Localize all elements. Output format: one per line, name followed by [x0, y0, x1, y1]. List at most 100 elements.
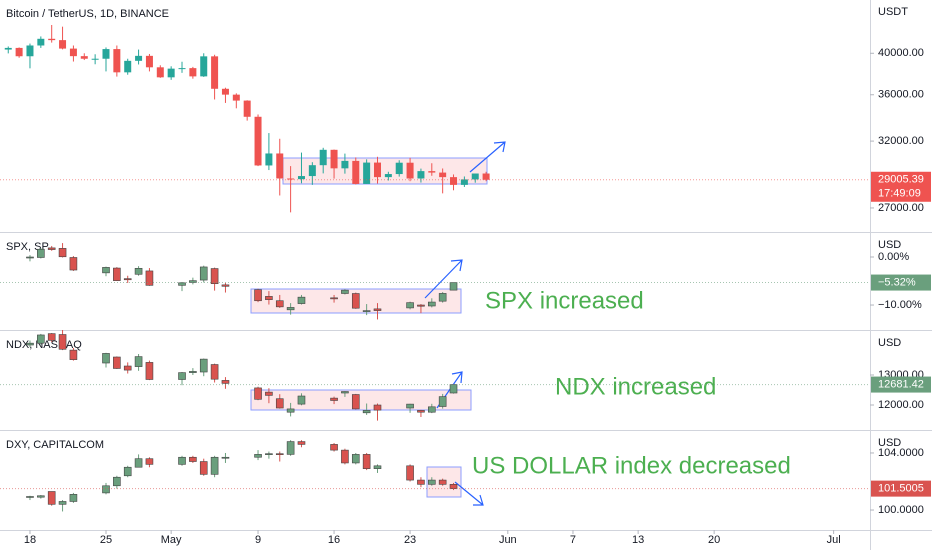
candle-body	[210, 456, 219, 475]
candle-body	[26, 342, 34, 346]
candle-body	[297, 395, 306, 405]
pane-title: DXY, CAPITALCOM	[6, 439, 104, 451]
candle-body	[47, 247, 56, 250]
y-tick-label: 100.0000	[878, 504, 924, 516]
candle-body	[319, 149, 327, 166]
candle-body	[449, 484, 458, 489]
candle-body	[102, 353, 110, 364]
candle-body	[189, 68, 197, 77]
candle-body	[471, 173, 479, 180]
y-tick-label: 32000.00	[878, 135, 924, 147]
candle-body	[341, 289, 349, 294]
candle-body	[351, 293, 360, 309]
candle-body	[37, 248, 45, 258]
candle-body	[199, 461, 208, 475]
candle-body	[297, 176, 305, 180]
candle-body	[69, 494, 78, 502]
candle-body	[178, 282, 186, 286]
candle-body	[69, 48, 77, 57]
candle-body	[58, 248, 67, 258]
candle-body	[406, 403, 414, 409]
candle-body	[178, 372, 186, 380]
y-tick-label: 104.0000	[878, 447, 924, 459]
candle-body	[134, 458, 143, 468]
x-tick-label: May	[161, 534, 182, 546]
candle-body	[352, 160, 360, 184]
candle-body	[59, 40, 67, 49]
candle-body	[363, 162, 371, 184]
candle-body	[58, 334, 67, 350]
range-box	[250, 389, 472, 411]
candle-body	[47, 491, 56, 505]
candle-body	[113, 356, 121, 369]
candle-body	[58, 501, 67, 505]
candle-body	[145, 458, 154, 465]
y-tick-label: −10.00%	[878, 299, 922, 311]
candle-body	[297, 441, 306, 445]
candle-body	[286, 441, 295, 455]
candle-body	[428, 171, 436, 173]
x-tick-label: 13	[632, 534, 644, 546]
candle-body	[275, 300, 284, 308]
candle-body	[37, 38, 45, 46]
candle-body	[287, 178, 295, 180]
candle-body	[232, 94, 240, 101]
candle-body	[113, 49, 121, 73]
candle-body	[211, 56, 219, 89]
candle-body	[406, 162, 414, 179]
candle-body	[145, 55, 153, 68]
candle-body	[200, 56, 208, 77]
candle-body	[373, 308, 382, 311]
candle-body	[265, 391, 273, 396]
candle-body	[438, 293, 447, 302]
candle-body	[135, 55, 143, 61]
candle-body	[80, 56, 88, 59]
candle-body	[113, 267, 121, 281]
candle-body	[351, 454, 360, 464]
candle-body	[450, 177, 458, 185]
x-tick-label: 20	[708, 534, 720, 546]
candle-body	[330, 444, 338, 451]
candle-body	[438, 479, 447, 485]
axis-unit: USD	[878, 337, 901, 349]
candle-body	[276, 153, 284, 179]
annotation: NDX increased	[555, 373, 716, 400]
last-price-label: 12681.42	[878, 378, 924, 390]
candle-body	[134, 267, 143, 275]
candle-body	[37, 495, 45, 498]
axis-unit: USD	[878, 239, 901, 251]
candle-body	[482, 173, 490, 180]
candle-body	[123, 278, 132, 281]
candle-body	[102, 49, 110, 59]
candle-body	[460, 179, 468, 185]
candle-body	[221, 456, 230, 459]
x-tick-label: 25	[100, 534, 112, 546]
candle-body	[417, 304, 425, 307]
annotation: US DOLLAR index decreased	[472, 452, 791, 479]
candle-body	[265, 153, 273, 166]
candle-body	[439, 172, 447, 178]
last-price-box	[871, 171, 931, 202]
last-price-box	[871, 376, 931, 393]
candle-body	[373, 162, 381, 178]
candle-body	[417, 479, 425, 485]
pane-title: Bitcoin / TetherUS, 1D, BINANCE	[6, 8, 169, 20]
x-tick-label: 9	[255, 534, 261, 546]
candle-body	[178, 456, 186, 465]
candle-body	[167, 68, 175, 78]
candle-body	[102, 485, 110, 494]
candle-body	[351, 394, 360, 410]
candle-body	[26, 45, 34, 57]
candle-body	[341, 449, 349, 464]
candle-body	[199, 266, 208, 281]
candle-body	[362, 410, 371, 414]
candle-body	[438, 396, 447, 407]
x-tick-label: 16	[328, 534, 340, 546]
candle-body	[330, 149, 338, 169]
candle-body	[199, 358, 208, 373]
candle-body	[308, 165, 316, 177]
candle-body	[69, 257, 78, 271]
candle-body	[395, 162, 403, 175]
